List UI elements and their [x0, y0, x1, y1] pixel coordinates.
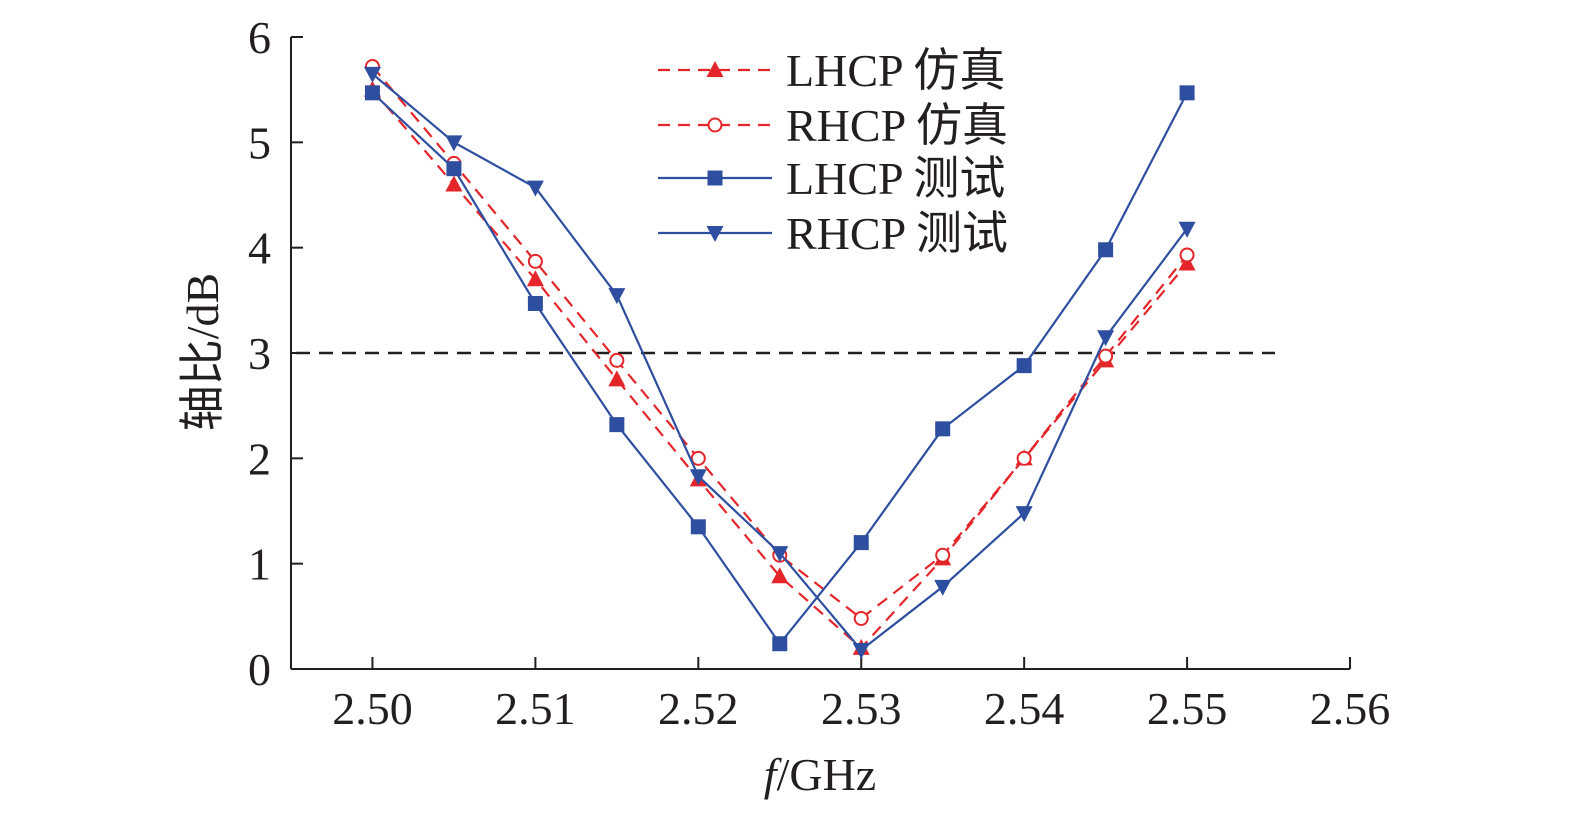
data-point	[527, 295, 543, 311]
data-point	[935, 421, 951, 437]
data-point	[445, 175, 463, 192]
data-point	[446, 161, 462, 177]
data-point	[690, 519, 706, 535]
data-point	[771, 567, 789, 584]
legend-marker	[707, 170, 723, 186]
x-tick-label: 2.52	[658, 683, 739, 734]
y-tick-label: 6	[248, 12, 271, 63]
y-tick-label: 0	[248, 644, 271, 695]
x-tick-label: 2.53	[821, 683, 902, 734]
data-point	[1098, 242, 1114, 258]
x-tick-label: 2.50	[332, 683, 413, 734]
data-point	[1178, 221, 1196, 238]
data-point	[1179, 85, 1195, 101]
legend-marker	[706, 226, 724, 242]
data-point	[1098, 348, 1114, 364]
data-point	[935, 547, 951, 563]
y-tick-label: 3	[248, 328, 271, 379]
data-point	[609, 352, 625, 368]
data-point	[1097, 330, 1115, 347]
data-point	[363, 66, 381, 83]
data-point	[1016, 358, 1032, 374]
data-point	[934, 579, 952, 596]
data-point	[772, 636, 788, 652]
data-point	[527, 253, 543, 269]
y-tick-label: 1	[248, 539, 271, 590]
series-line	[371, 65, 1188, 620]
data-point	[689, 469, 707, 486]
data-point	[853, 535, 869, 551]
x-axis-title-unit: /GHz	[777, 749, 877, 800]
legend-label: LHCP 仿真	[786, 45, 1005, 96]
legend-label: RHCP 测试	[786, 208, 1008, 259]
data-point	[526, 180, 544, 197]
x-tick-label: 2.55	[1147, 683, 1228, 734]
data-point	[690, 450, 706, 466]
series-3	[364, 85, 1195, 652]
legend-item: RHCP 测试	[658, 208, 1008, 259]
data-point	[771, 546, 789, 563]
data-point	[853, 610, 869, 626]
data-point	[1179, 247, 1195, 263]
legend-item: LHCP 测试	[658, 153, 1005, 204]
x-axis-title: f/GHz	[764, 749, 876, 800]
data-point	[608, 288, 626, 305]
series-2	[364, 58, 1195, 626]
data-point	[608, 370, 626, 387]
ticks: 0 1 2 3 4 5 6 2.50 2.51 2.52 2.53 2.54 2.55 2.56	[248, 12, 1390, 734]
series-line	[371, 88, 1188, 650]
x-tick-label: 2.54	[984, 683, 1065, 734]
x-tick-label: 2.56	[1310, 683, 1391, 734]
x-tick-label: 2.51	[495, 683, 576, 734]
series-4	[363, 66, 1196, 660]
series-1	[363, 80, 1196, 655]
data-point	[445, 135, 463, 152]
data-point	[364, 85, 380, 101]
legend-item: RHCP 仿真	[658, 100, 1008, 151]
y-axis-title: 轴比/dB	[177, 273, 228, 431]
series-line	[371, 73, 1188, 652]
data-point	[526, 270, 544, 287]
legend-label: LHCP 测试	[786, 153, 1005, 204]
legend-label: RHCP 仿真	[786, 100, 1008, 151]
y-tick-label: 4	[248, 223, 271, 274]
series-group	[363, 58, 1196, 660]
data-point	[609, 417, 625, 433]
data-point	[1016, 450, 1032, 466]
y-tick-label: 5	[248, 117, 271, 168]
legend-item: LHCP 仿真	[658, 45, 1005, 96]
y-tick-label: 2	[248, 433, 271, 484]
data-point	[1015, 506, 1033, 523]
data-point	[852, 643, 870, 660]
legend-marker	[706, 61, 724, 77]
legend-marker	[707, 117, 723, 133]
